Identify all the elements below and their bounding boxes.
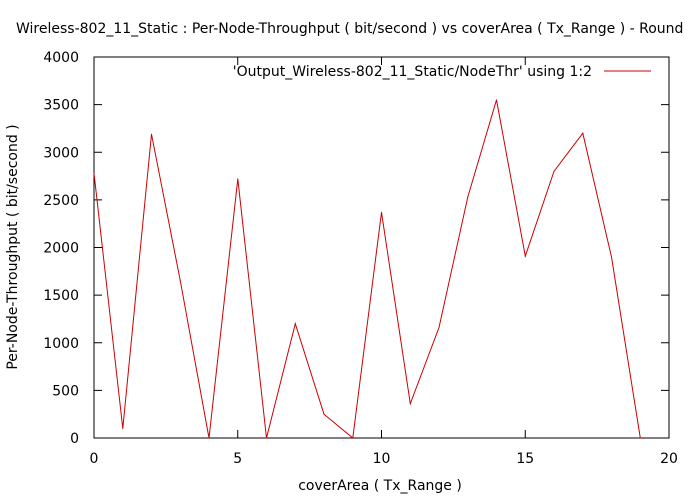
data-point — [496, 99, 497, 101]
data-point — [438, 327, 440, 329]
data-point — [294, 323, 296, 325]
data-point — [553, 170, 555, 172]
data-point — [352, 437, 354, 439]
data-point — [122, 427, 124, 429]
x-tick-label: 20 — [660, 451, 678, 467]
x-tick-label: 15 — [516, 451, 534, 467]
x-tick-label: 0 — [90, 451, 99, 467]
y-tick-label: 500 — [52, 383, 79, 399]
data-point — [409, 403, 411, 405]
legend: 'Output_Wireless-802_11_Static/NodeThr' … — [233, 64, 651, 80]
data-point — [381, 211, 382, 213]
data-point — [266, 437, 267, 439]
series-layer — [93, 99, 641, 439]
data-point — [467, 196, 469, 198]
y-tick-label: 1000 — [43, 336, 79, 352]
x-tick-label: 5 — [233, 451, 242, 467]
series-line — [93, 99, 641, 439]
plot-frame — [93, 56, 670, 439]
data-point — [639, 437, 641, 439]
y-axis-label: Per-Node-Throughput ( bit/second ) — [5, 124, 21, 369]
data-point — [323, 413, 325, 415]
y-tick-label: 4000 — [43, 50, 79, 66]
data-point — [524, 255, 526, 257]
y-tick-label: 2500 — [43, 193, 79, 209]
data-point — [237, 178, 239, 180]
data-point — [208, 437, 210, 439]
y-tick-label: 3000 — [43, 145, 79, 161]
data-point — [179, 280, 181, 282]
x-tick-label: 10 — [373, 451, 391, 467]
legend-label: 'Output_Wireless-802_11_Static/NodeThr' … — [233, 64, 592, 80]
x-axis-label: coverArea ( Tx_Range ) — [298, 478, 462, 494]
plot-border — [93, 56, 670, 439]
y-tick-label: 2000 — [43, 241, 79, 257]
data-point — [151, 133, 152, 135]
y-tick-label: 3500 — [43, 98, 79, 114]
x-axis-ticks: 0 5 10 15 20 — [90, 57, 678, 467]
chart-title: Wireless-802_11_Static : Per-Node-Throug… — [16, 21, 683, 37]
y-tick-label: 0 — [70, 431, 79, 447]
data-point — [582, 132, 584, 134]
data-point — [93, 172, 95, 174]
data-point — [611, 256, 612, 258]
y-axis-ticks: 0 500 1000 1500 2000 2500 3000 3500 4000 — [43, 50, 669, 447]
y-tick-label: 1500 — [43, 288, 79, 304]
